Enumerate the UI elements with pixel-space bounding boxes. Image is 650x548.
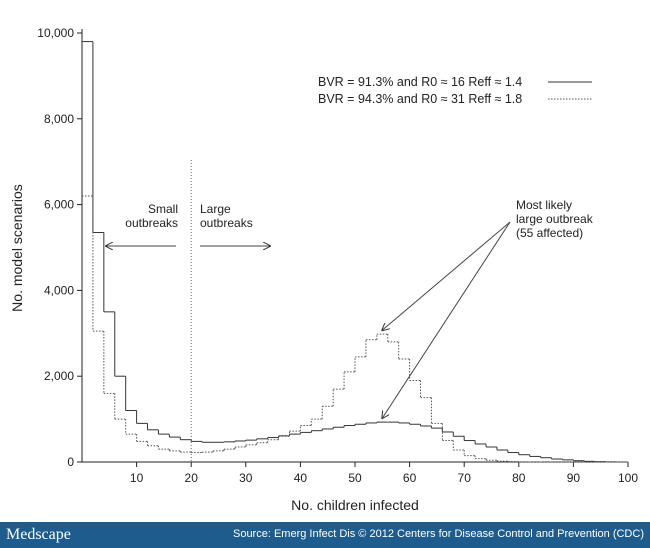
brand: Medscape (6, 526, 71, 543)
x-tick-label: 70 (458, 471, 472, 485)
x-tick-label: 50 (348, 471, 362, 485)
x-tick-label: 80 (512, 471, 526, 485)
source: Source: Emerg Infect Dis © 2012 Centers … (232, 528, 644, 540)
legend-label: BVR = 94.3% and R0 ≈ 31 Reff ≈ 1.8 (318, 92, 522, 106)
x-tick-label: 10 (130, 471, 144, 485)
y-tick-label: 2,000 (44, 369, 74, 383)
arrow (382, 221, 511, 330)
y-tick-label: 6,000 (44, 198, 74, 212)
annotation: Small (148, 202, 178, 216)
x-tick-label: 20 (185, 471, 199, 485)
y-axis-label: No. model scenarios (9, 184, 25, 312)
x-axis-label: No. children infected (291, 497, 419, 513)
y-tick-label: 4,000 (44, 283, 74, 297)
chart: No. children infected No. model scenario… (9, 26, 638, 513)
legend-label: BVR = 91.3% and R0 ≈ 16 Reff ≈ 1.4 (318, 75, 522, 89)
footer: Medscape Source: Emerg Infect Dis © 2012… (0, 522, 650, 548)
y-tick-label: 0 (67, 455, 74, 469)
x-tick-label: 100 (618, 471, 638, 485)
annotation: Large (200, 202, 231, 216)
x-tick-label: 90 (567, 471, 581, 485)
y-tick-label: 8,000 (44, 112, 74, 126)
annotation: large outbreak (516, 212, 594, 226)
x-tick-label: 40 (294, 471, 308, 485)
arrow (382, 221, 511, 418)
annotation: outbreaks (125, 216, 178, 230)
annotation: Most likely (516, 198, 572, 212)
x-tick-label: 60 (403, 471, 417, 485)
y-tick-label: 10,000 (37, 26, 74, 40)
annotation: outbreaks (200, 216, 253, 230)
x-tick-label: 30 (239, 471, 253, 485)
annotation: (55 affected) (516, 226, 583, 240)
